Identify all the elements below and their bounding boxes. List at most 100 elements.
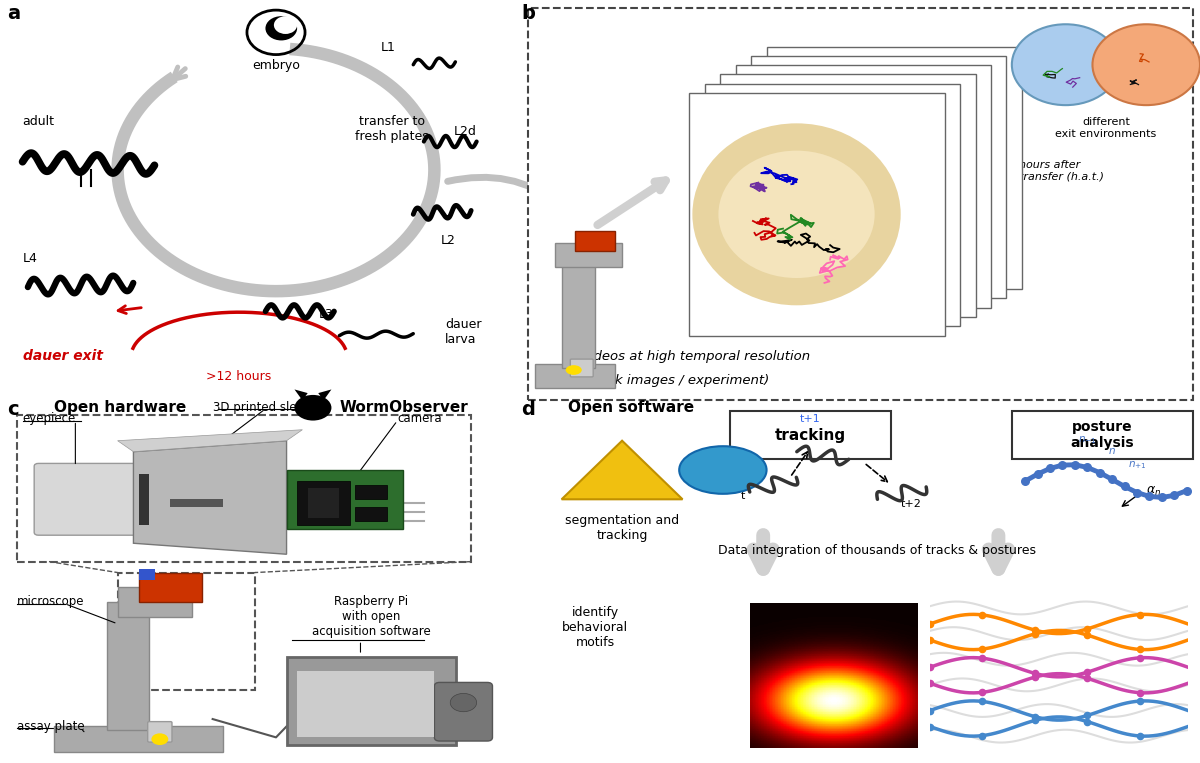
Point <box>1140 491 1159 503</box>
Point <box>1028 468 1048 480</box>
Point <box>1015 475 1034 487</box>
Text: segmentation and
tracking: segmentation and tracking <box>565 514 679 542</box>
Point <box>1078 716 1097 728</box>
FancyBboxPatch shape <box>434 682 492 741</box>
Point <box>1130 652 1150 664</box>
FancyBboxPatch shape <box>767 47 1022 289</box>
Ellipse shape <box>719 150 875 278</box>
Point <box>1130 608 1150 620</box>
FancyBboxPatch shape <box>528 8 1193 401</box>
Polygon shape <box>318 389 331 401</box>
Text: (>80k images / experiment): (>80k images / experiment) <box>582 374 769 387</box>
Point <box>973 609 992 621</box>
Text: eyepiece: eyepiece <box>23 412 76 425</box>
FancyBboxPatch shape <box>287 470 403 529</box>
FancyBboxPatch shape <box>1012 411 1193 459</box>
FancyBboxPatch shape <box>307 488 340 517</box>
FancyBboxPatch shape <box>355 485 386 499</box>
FancyBboxPatch shape <box>107 602 149 730</box>
Polygon shape <box>118 430 302 452</box>
Circle shape <box>679 446 767 494</box>
FancyBboxPatch shape <box>535 364 616 388</box>
Point <box>973 695 992 707</box>
Point <box>1078 462 1097 474</box>
Polygon shape <box>133 441 287 554</box>
Text: videos at high temporal resolution: videos at high temporal resolution <box>582 349 810 362</box>
FancyBboxPatch shape <box>355 507 386 521</box>
Point <box>973 652 992 665</box>
Circle shape <box>450 694 476 712</box>
Text: embryo: embryo <box>252 59 300 72</box>
Point <box>920 678 940 690</box>
Point <box>1090 466 1109 478</box>
Text: a: a <box>7 4 20 23</box>
Point <box>1052 459 1072 472</box>
Point <box>1078 672 1097 684</box>
FancyBboxPatch shape <box>562 255 595 368</box>
Point <box>1025 668 1044 680</box>
Text: WormObserver: WormObserver <box>340 401 468 415</box>
FancyBboxPatch shape <box>570 359 593 377</box>
Point <box>1103 473 1122 485</box>
FancyBboxPatch shape <box>170 499 223 507</box>
Point <box>920 618 940 630</box>
Text: t+1: t+1 <box>800 414 821 424</box>
FancyBboxPatch shape <box>148 722 172 742</box>
Point <box>1025 671 1044 683</box>
Point <box>1025 628 1044 640</box>
FancyBboxPatch shape <box>17 415 472 562</box>
Point <box>973 643 992 655</box>
FancyBboxPatch shape <box>287 657 456 745</box>
FancyBboxPatch shape <box>139 474 149 525</box>
FancyBboxPatch shape <box>54 726 223 752</box>
Text: microscope: microscope <box>17 595 85 608</box>
Point <box>1040 462 1060 475</box>
Circle shape <box>274 16 298 34</box>
Text: c: c <box>7 401 18 420</box>
Point <box>973 729 992 742</box>
Text: $n_{-1}$: $n_{-1}$ <box>1078 434 1097 446</box>
Text: L1: L1 <box>380 40 396 53</box>
Text: track: track <box>712 460 734 469</box>
Point <box>1025 714 1044 726</box>
FancyBboxPatch shape <box>554 243 622 267</box>
Point <box>920 704 940 716</box>
FancyBboxPatch shape <box>751 56 1007 298</box>
Text: L2d: L2d <box>454 124 476 137</box>
Text: camera: camera <box>397 412 442 425</box>
Text: >12 hours: >12 hours <box>206 369 271 382</box>
Point <box>1115 481 1134 493</box>
Point <box>1127 486 1146 498</box>
Point <box>1078 666 1097 678</box>
Text: 3D printed sleeve: 3D printed sleeve <box>212 401 318 414</box>
FancyBboxPatch shape <box>575 230 616 251</box>
Text: t: t <box>740 491 745 501</box>
Point <box>1025 624 1044 636</box>
Point <box>1025 710 1044 723</box>
Ellipse shape <box>1012 24 1120 105</box>
Text: assay plate: assay plate <box>17 720 85 733</box>
Point <box>1130 695 1150 707</box>
Point <box>1130 643 1150 655</box>
Circle shape <box>265 16 298 40</box>
FancyBboxPatch shape <box>298 481 350 525</box>
Point <box>1130 730 1150 742</box>
Text: L2: L2 <box>442 233 456 246</box>
Circle shape <box>294 395 331 420</box>
Point <box>1078 623 1097 635</box>
Ellipse shape <box>1092 24 1200 105</box>
Text: Open software: Open software <box>569 401 695 415</box>
Text: adult: adult <box>23 114 54 128</box>
Text: dauer
larva: dauer larva <box>445 317 481 346</box>
Text: L4: L4 <box>23 253 37 266</box>
FancyBboxPatch shape <box>736 65 991 307</box>
Point <box>1152 491 1171 504</box>
Circle shape <box>565 365 582 375</box>
Text: tracking: tracking <box>775 428 846 443</box>
Point <box>920 634 940 646</box>
Ellipse shape <box>692 124 901 305</box>
Point <box>1164 489 1183 501</box>
Point <box>1066 459 1085 471</box>
Text: posture
analysis: posture analysis <box>1070 420 1134 450</box>
Point <box>1078 629 1097 641</box>
